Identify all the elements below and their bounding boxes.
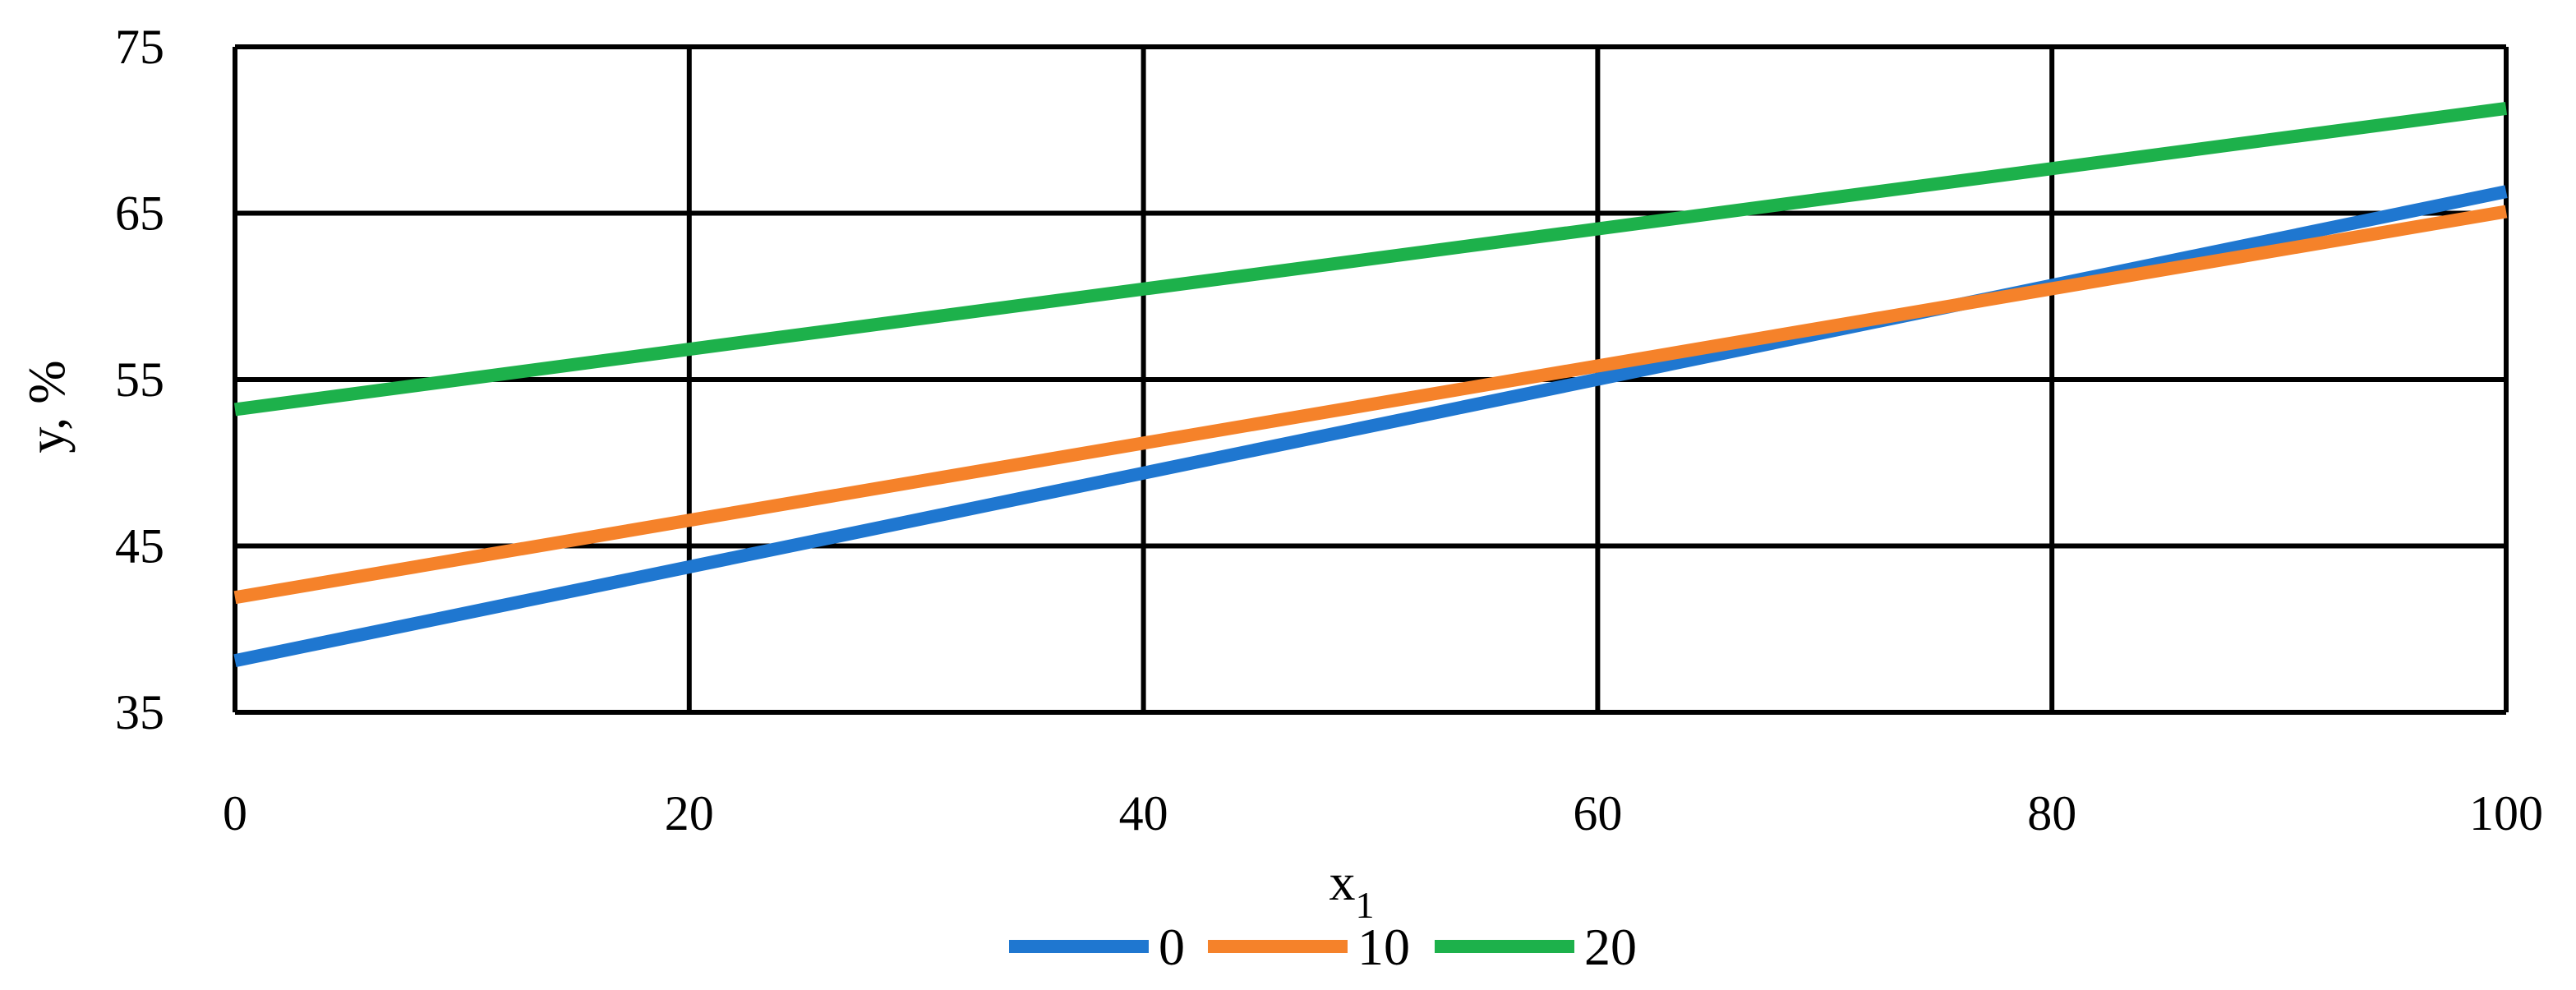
series-line-20 xyxy=(233,101,2508,417)
x-axis-label: x1 xyxy=(1329,853,1375,926)
series-lines xyxy=(233,101,2508,668)
x-tick-label: 100 xyxy=(2469,786,2543,840)
y-tick-label: 45 xyxy=(115,519,164,573)
x-axis-label-subscript: 1 xyxy=(1356,884,1375,926)
legend-label-10: 10 xyxy=(1357,918,1410,976)
series-line-10 xyxy=(233,205,2508,605)
y-axis-label: y, % xyxy=(17,360,76,453)
x-tick-label: 80 xyxy=(2027,786,2076,840)
x-axis-label-main: x xyxy=(1329,853,1356,911)
y-tick-label: 75 xyxy=(115,20,164,74)
x-tick-label: 0 xyxy=(223,786,247,840)
y-tick-label: 65 xyxy=(115,186,164,241)
grid-lines xyxy=(233,44,2509,715)
x-tick-label: 60 xyxy=(1573,786,1622,840)
y-tick-labels: 35 45 55 65 75 xyxy=(115,20,164,739)
x-tick-labels: 0 20 40 60 80 100 xyxy=(223,786,2543,840)
x-tick-label: 20 xyxy=(665,786,714,840)
x-tick-label: 40 xyxy=(1119,786,1168,840)
legend: 0 10 20 xyxy=(1009,918,1637,976)
legend-label-20: 20 xyxy=(1584,918,1637,976)
y-tick-label: 35 xyxy=(115,685,164,739)
legend-label-0: 0 xyxy=(1159,918,1185,976)
y-tick-label: 55 xyxy=(115,352,164,407)
